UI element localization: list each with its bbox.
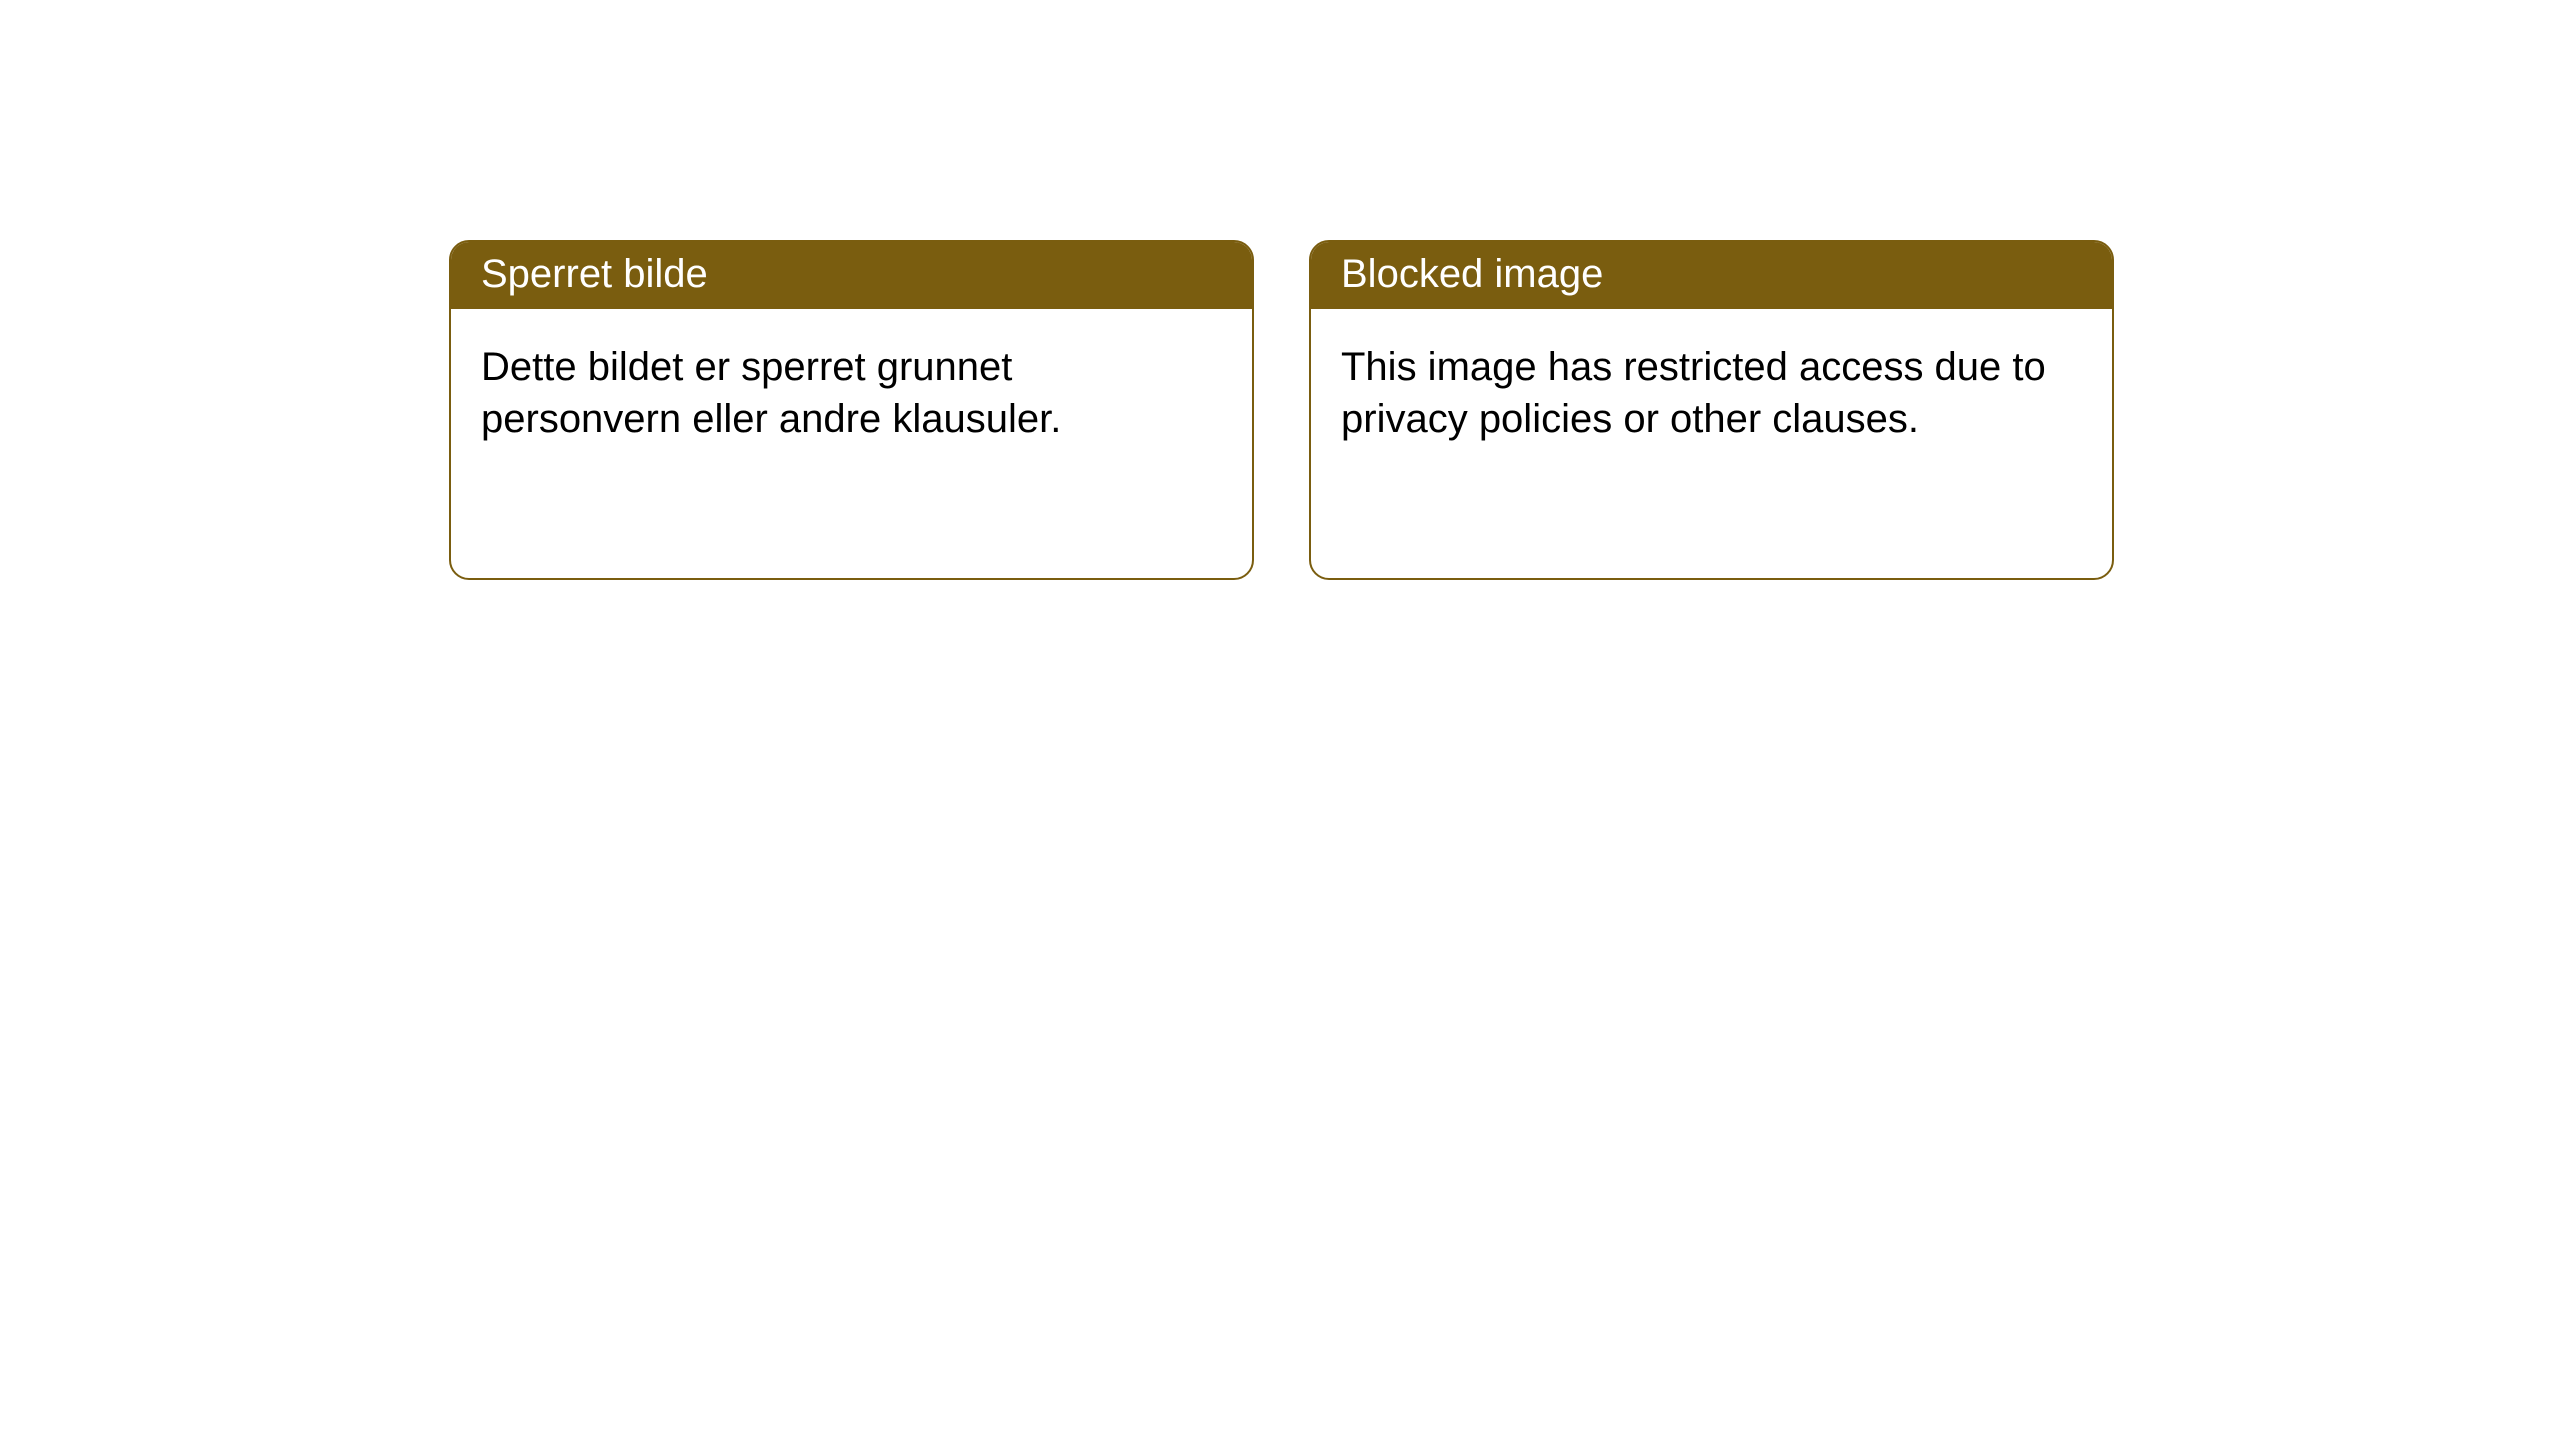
notice-cards-container: Sperret bilde Dette bildet er sperret gr… [449,240,2114,580]
card-body: This image has restricted access due to … [1311,309,2112,477]
notice-card-norwegian: Sperret bilde Dette bildet er sperret gr… [449,240,1254,580]
card-header: Sperret bilde [451,242,1252,309]
card-title: Blocked image [1341,252,1603,296]
card-body-text: Dette bildet er sperret grunnet personve… [481,345,1061,441]
notice-card-english: Blocked image This image has restricted … [1309,240,2114,580]
card-body-text: This image has restricted access due to … [1341,345,2046,441]
card-body: Dette bildet er sperret grunnet personve… [451,309,1252,477]
card-title: Sperret bilde [481,252,708,296]
card-header: Blocked image [1311,242,2112,309]
